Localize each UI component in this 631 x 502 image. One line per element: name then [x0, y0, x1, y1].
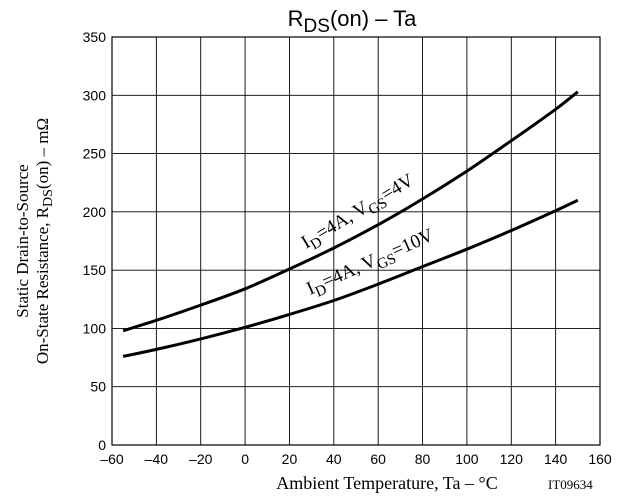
x-axis-label: Ambient Temperature, Ta – °C — [276, 473, 497, 493]
x-tick-label: 80 — [415, 451, 431, 467]
x-tick-label: 60 — [370, 451, 386, 467]
x-tick-label: –40 — [145, 451, 169, 467]
figure-id: IT09634 — [548, 477, 593, 492]
y-axis-label-line1: Static Drain-to-Source — [13, 164, 32, 317]
title-rest: (on) – Ta — [330, 6, 417, 31]
y-tick-label: 0 — [98, 437, 106, 453]
y-tick-label: 250 — [83, 146, 107, 162]
series-group — [122, 90, 579, 358]
x-tick-label: 20 — [282, 451, 298, 467]
series-line-0 — [122, 90, 579, 333]
plot-frame — [111, 36, 601, 446]
y-tick-label: 300 — [83, 87, 107, 103]
x-tick-label: –60 — [100, 451, 124, 467]
x-tick-label: 0 — [241, 451, 249, 467]
grid — [112, 37, 600, 445]
x-tick-label: 40 — [326, 451, 342, 467]
y-axis-label: Static Drain-to-Source On-State Resistan… — [13, 118, 56, 364]
title-subscript: DS — [304, 16, 330, 37]
x-tick-label: 160 — [588, 451, 612, 467]
y-tick-label: 200 — [83, 204, 107, 220]
y-tick-label: 100 — [83, 320, 107, 336]
y-tick-label: 50 — [90, 379, 106, 395]
y-tick-labels: 0 50 100 150 200 250 300 350 — [83, 29, 107, 453]
title-main: R — [288, 6, 304, 31]
x-tick-label: 120 — [500, 451, 524, 467]
y-axis-label-line2: On-State Resistance, RDS(on) – mΩ — [33, 118, 56, 364]
chart-title: RDS(on) – Ta — [288, 6, 417, 37]
y-tick-label: 350 — [83, 29, 107, 45]
x-tick-labels: –60 –40 –20 0 20 40 60 80 100 120 140 160 — [100, 451, 612, 467]
x-tick-label: 100 — [455, 451, 479, 467]
x-tick-label: –20 — [189, 451, 213, 467]
series-line-1 — [122, 198, 579, 358]
y-tick-label: 150 — [83, 262, 107, 278]
x-tick-label: 140 — [544, 451, 568, 467]
